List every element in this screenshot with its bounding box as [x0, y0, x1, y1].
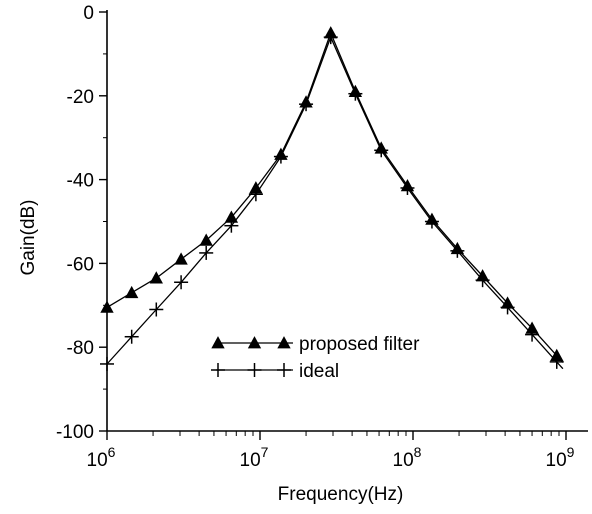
series-plus: [100, 30, 564, 371]
legend-label: proposed filter: [299, 334, 420, 355]
x-axis-title: Frequency(Hz): [278, 484, 404, 505]
legend-item: proposed filter: [211, 334, 420, 355]
triangle-marker: [174, 252, 188, 265]
x-tick-label: 108: [393, 444, 422, 471]
triangle-marker: [100, 300, 114, 313]
y-tick-label: -40: [67, 171, 94, 192]
x-tick-label: 109: [546, 444, 575, 471]
legend-label: ideal: [299, 361, 339, 382]
triangle-marker: [277, 336, 291, 349]
y-tick-label: -60: [67, 254, 94, 275]
triangle-marker: [199, 233, 213, 246]
x-tick-label: 107: [240, 444, 269, 471]
y-axis-title: Gain(dB): [18, 199, 39, 275]
x-tick-label: 106: [87, 444, 116, 471]
series-line: [106, 36, 564, 370]
triangle-marker: [149, 271, 163, 284]
series-triangle: [100, 26, 564, 363]
series-layer: [100, 26, 564, 371]
triangle-marker: [125, 285, 139, 299]
legend-item: ideal: [211, 361, 339, 382]
triangle-marker: [247, 336, 262, 349]
triangle-marker: [211, 336, 225, 349]
series-line: [106, 32, 564, 363]
y-tick-label: -20: [67, 87, 94, 108]
legend: proposed filter ideal: [211, 334, 420, 382]
y-tick-label: 0: [83, 3, 94, 24]
y-tick-label: -80: [67, 338, 94, 359]
y-tick-label: -100: [56, 422, 94, 443]
